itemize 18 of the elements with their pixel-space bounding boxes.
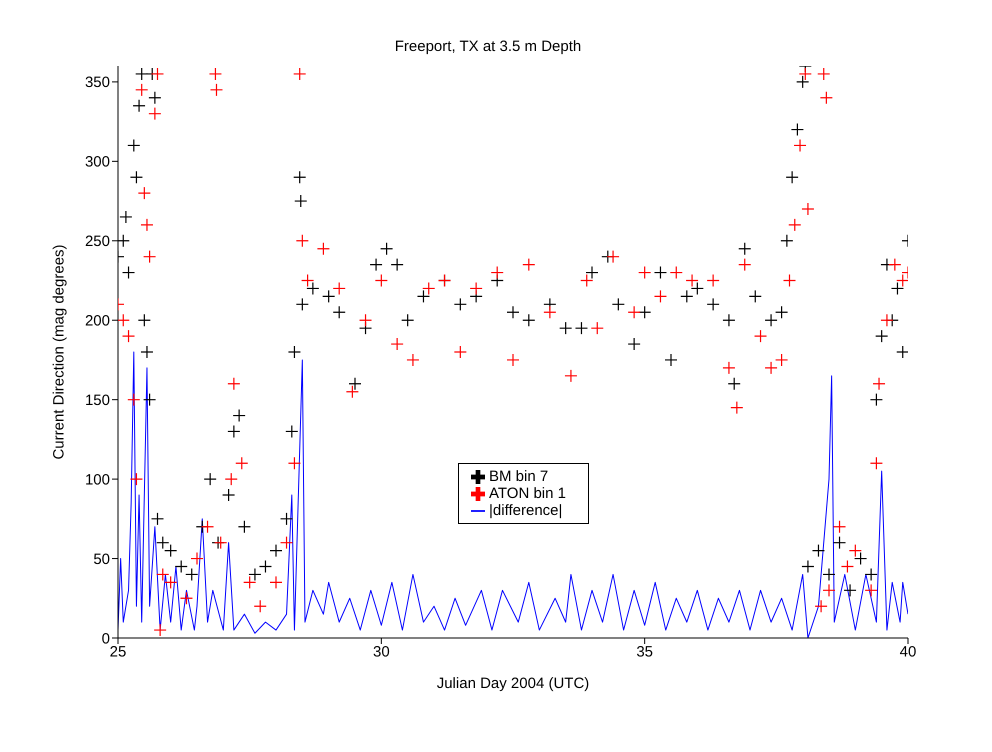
- y-tick-label: 300: [84, 154, 110, 171]
- legend-label: |difference|: [489, 502, 562, 519]
- y-tick-label: 0: [102, 630, 110, 648]
- legend-label: ATON bin 1: [489, 485, 566, 502]
- y-tick-label: 250: [84, 233, 110, 250]
- y-tick-label: 50: [93, 550, 110, 568]
- x-tick-label: 30: [372, 644, 390, 661]
- legend-label: BM bin 7: [489, 468, 548, 485]
- x-axis-title: Julian Day 2004 (UTC): [436, 675, 590, 692]
- y-tick-label: 200: [84, 312, 110, 330]
- chart-title: Freeport, TX at 3.5 m Depth: [394, 38, 582, 55]
- x-tick-label: 35: [636, 644, 654, 661]
- y-axis-title: Current Direction (mag degrees): [50, 244, 68, 460]
- y-tick-label: 350: [84, 74, 110, 92]
- x-tick-label: 40: [900, 644, 916, 661]
- x-tick-label: 25: [110, 644, 126, 661]
- y-tick-label: 100: [84, 471, 110, 488]
- y-tick-label: 150: [84, 392, 110, 409]
